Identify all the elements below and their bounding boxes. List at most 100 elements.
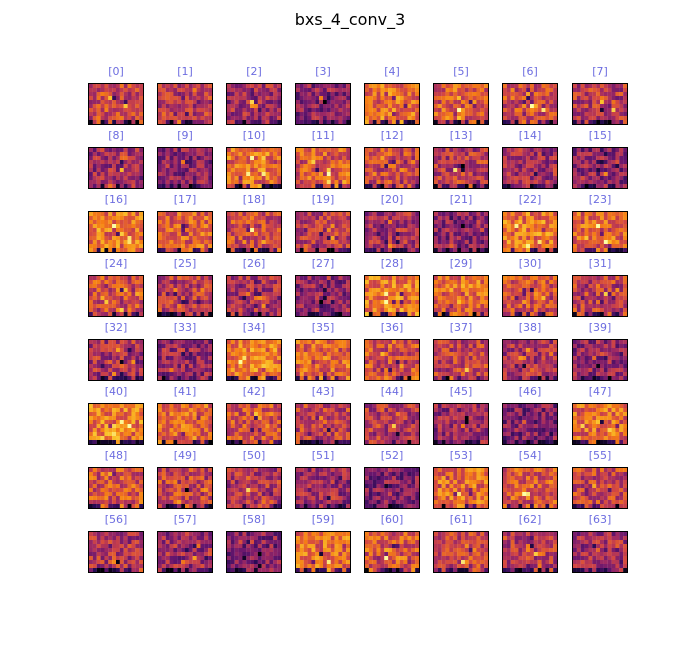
feature-map-image	[364, 467, 420, 509]
panel-label: [48]	[104, 449, 128, 462]
panel-label: [24]	[104, 257, 128, 270]
feature-map-image	[433, 147, 489, 189]
feature-map-image	[88, 339, 144, 381]
panel-label: [47]	[588, 385, 612, 398]
feature-map-image	[295, 339, 351, 381]
panel-label: [18]	[242, 193, 266, 206]
feature-map-image	[88, 467, 144, 509]
panel-label: [54]	[518, 449, 542, 462]
feature-map-image	[433, 467, 489, 509]
panel-label: [16]	[104, 193, 128, 206]
panel-label: [40]	[104, 385, 128, 398]
feature-map-image	[295, 83, 351, 125]
feature-map-image	[364, 275, 420, 317]
panel-label: [13]	[449, 129, 473, 142]
feature-map-image	[502, 531, 558, 573]
panel-label: [2]	[246, 65, 262, 78]
panel-label: [58]	[242, 513, 266, 526]
feature-map-image	[572, 403, 628, 445]
feature-map-image	[433, 403, 489, 445]
panel-label: [5]	[453, 65, 469, 78]
feature-map-image	[364, 403, 420, 445]
panel-label: [39]	[588, 321, 612, 334]
feature-map-image	[226, 275, 282, 317]
feature-map-image	[572, 339, 628, 381]
feature-map-image	[226, 83, 282, 125]
panel-label: [41]	[173, 385, 197, 398]
panel-label: [29]	[449, 257, 473, 270]
panel-label: [43]	[311, 385, 335, 398]
feature-map-image	[295, 531, 351, 573]
panel-label: [31]	[588, 257, 612, 270]
panel-label: [9]	[177, 129, 193, 142]
panel-label: [3]	[315, 65, 331, 78]
feature-map-image	[226, 467, 282, 509]
panel-label: [59]	[311, 513, 335, 526]
panel-label: [22]	[518, 193, 542, 206]
feature-map-image	[226, 211, 282, 253]
panel-label: [21]	[449, 193, 473, 206]
figure-title: bxs_4_conv_3	[294, 10, 406, 29]
panel-label: [49]	[173, 449, 197, 462]
panel-label: [36]	[380, 321, 404, 334]
feature-map-image	[88, 211, 144, 253]
panel-label: [51]	[311, 449, 335, 462]
feature-map-image	[572, 83, 628, 125]
feature-map-image	[157, 403, 213, 445]
panel-label: [56]	[104, 513, 128, 526]
panel-label: [34]	[242, 321, 266, 334]
feature-map-image	[88, 147, 144, 189]
feature-map-image	[295, 403, 351, 445]
panel-label: [42]	[242, 385, 266, 398]
panel-label: [11]	[311, 129, 335, 142]
panel-label: [30]	[518, 257, 542, 270]
feature-map-image	[433, 211, 489, 253]
feature-map-image	[433, 83, 489, 125]
panel-label: [1]	[177, 65, 193, 78]
panel-label: [26]	[242, 257, 266, 270]
feature-map-image	[226, 339, 282, 381]
panel-label: [28]	[380, 257, 404, 270]
feature-map-image	[88, 275, 144, 317]
feature-map-image	[502, 275, 558, 317]
feature-map-image	[295, 211, 351, 253]
panel-label: [37]	[449, 321, 473, 334]
panel-label: [55]	[588, 449, 612, 462]
panel-label: [45]	[449, 385, 473, 398]
feature-map-image	[157, 83, 213, 125]
feature-map-image	[364, 211, 420, 253]
feature-map-image	[572, 531, 628, 573]
panel-label: [57]	[173, 513, 197, 526]
panel-label: [23]	[588, 193, 612, 206]
feature-map-image	[572, 467, 628, 509]
feature-map-image	[502, 147, 558, 189]
panel-label: [60]	[380, 513, 404, 526]
panel-label: [12]	[380, 129, 404, 142]
panel-label: [4]	[384, 65, 400, 78]
feature-map-image	[226, 403, 282, 445]
panel-label: [17]	[173, 193, 197, 206]
panel-label: [14]	[518, 129, 542, 142]
panel-label: [38]	[518, 321, 542, 334]
panel-label: [46]	[518, 385, 542, 398]
panel-label: [35]	[311, 321, 335, 334]
feature-map-image	[433, 531, 489, 573]
feature-map-image	[364, 339, 420, 381]
feature-map-image	[295, 275, 351, 317]
feature-map-image	[502, 83, 558, 125]
panel-label: [6]	[522, 65, 538, 78]
panel-label: [52]	[380, 449, 404, 462]
panel-label: [25]	[173, 257, 197, 270]
panel-label: [27]	[311, 257, 335, 270]
panel-label: [62]	[518, 513, 542, 526]
panel-label: [50]	[242, 449, 266, 462]
feature-map-image	[157, 147, 213, 189]
feature-map-image	[364, 531, 420, 573]
feature-map-image	[572, 147, 628, 189]
feature-map-image	[157, 275, 213, 317]
feature-map-image	[433, 339, 489, 381]
feature-map-image	[433, 275, 489, 317]
panel-label: [53]	[449, 449, 473, 462]
panel-label: [19]	[311, 193, 335, 206]
